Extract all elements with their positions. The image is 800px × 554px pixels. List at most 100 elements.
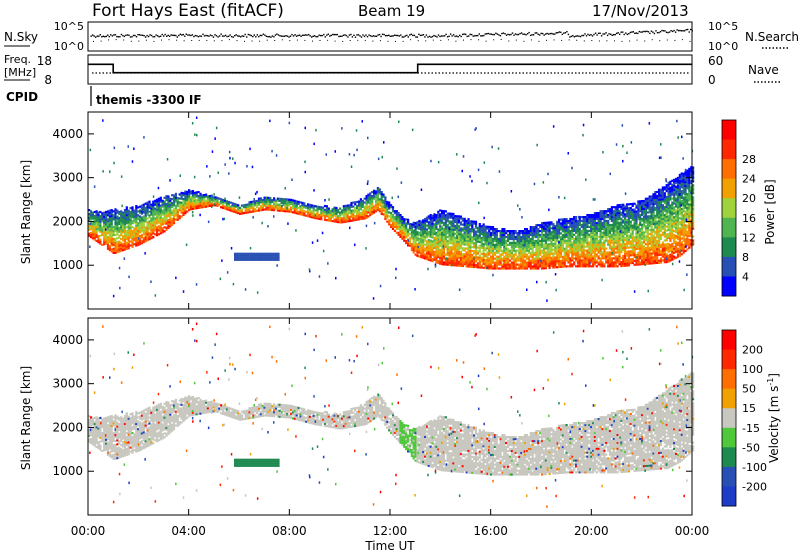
power-cell xyxy=(569,243,572,246)
noise-sky-point xyxy=(626,33,628,36)
power-cell xyxy=(456,242,459,245)
power-cell xyxy=(367,195,370,198)
power-cell xyxy=(473,260,476,263)
power-cell xyxy=(514,261,517,264)
power-cell xyxy=(172,194,176,197)
power-cell xyxy=(625,211,629,214)
power-cell xyxy=(488,235,491,238)
power-cell xyxy=(561,228,564,231)
power-cell xyxy=(452,228,455,231)
power-cell xyxy=(480,264,483,267)
power-cell xyxy=(612,227,615,230)
power-cell xyxy=(637,263,640,266)
power-cell xyxy=(641,243,644,246)
power-cell xyxy=(525,245,529,248)
power-cell xyxy=(118,218,121,221)
power-cell xyxy=(603,229,606,232)
power-cell xyxy=(488,241,491,244)
power-cell xyxy=(616,241,619,244)
power-cell xyxy=(608,259,612,262)
power-cell xyxy=(627,228,630,231)
power-cell xyxy=(339,217,342,220)
power-cell xyxy=(486,253,489,256)
power-cell xyxy=(106,232,110,235)
power-cell xyxy=(571,237,574,240)
power-cell xyxy=(186,198,189,201)
power-cell xyxy=(380,191,383,194)
power-cell xyxy=(441,255,444,258)
power-cell xyxy=(112,228,115,231)
power-cell xyxy=(373,207,376,210)
power-cell xyxy=(397,231,400,234)
power-cell xyxy=(108,219,111,222)
power-cell xyxy=(546,261,549,264)
power-cell xyxy=(505,257,508,260)
power-cell xyxy=(641,253,644,256)
power-cell xyxy=(420,226,423,229)
power-cell xyxy=(110,210,113,214)
noise-search-point xyxy=(115,39,117,41)
power-cell xyxy=(503,232,506,235)
power-cell xyxy=(582,259,585,262)
power-cell xyxy=(414,249,417,252)
power-cell xyxy=(250,206,253,209)
power-cell xyxy=(89,226,93,229)
power-cell xyxy=(431,242,434,245)
power-cell xyxy=(354,217,357,220)
power-cell xyxy=(580,259,583,262)
power-cell xyxy=(244,203,247,206)
noise-sky-point xyxy=(611,34,613,36)
power-cell xyxy=(388,211,391,214)
power-cell xyxy=(150,237,153,240)
noise-sky-point xyxy=(258,35,260,38)
power-cell xyxy=(559,265,563,268)
power-cell xyxy=(627,226,630,229)
power-cell xyxy=(546,249,549,252)
power-cell xyxy=(616,208,619,211)
noise-sky-point xyxy=(419,34,422,37)
power-cell xyxy=(154,213,157,216)
power-cell xyxy=(310,204,313,207)
power-cell xyxy=(505,247,508,250)
power-cell xyxy=(131,220,134,223)
power-cell xyxy=(633,259,636,262)
power-cell xyxy=(571,249,574,252)
power-cell xyxy=(401,219,404,223)
power-cell xyxy=(563,233,566,237)
power-cell xyxy=(133,209,136,212)
power-cell xyxy=(163,208,166,211)
noise-search-point xyxy=(100,40,102,42)
power-cell xyxy=(533,235,536,239)
power-cell xyxy=(386,220,389,223)
power-cell xyxy=(135,228,138,231)
noise-sky-point xyxy=(483,34,485,37)
power-cell xyxy=(637,237,640,240)
power-cell xyxy=(269,198,272,202)
power-cell xyxy=(508,249,512,252)
power-cell xyxy=(590,229,593,232)
power-cell xyxy=(433,258,436,261)
power-cell xyxy=(616,239,619,242)
power-cell xyxy=(457,231,461,234)
power-cell xyxy=(444,261,447,264)
power-cell xyxy=(567,243,570,246)
power-cell xyxy=(459,227,462,230)
power-cell xyxy=(303,212,306,215)
power-cell xyxy=(486,263,489,266)
power-cell xyxy=(408,223,412,226)
power-cell xyxy=(431,252,434,255)
power-cell xyxy=(371,210,374,213)
power-cell xyxy=(203,195,206,199)
noise-search-point xyxy=(93,40,94,42)
power-cell xyxy=(467,251,470,254)
power-cell xyxy=(467,226,470,229)
power-cell xyxy=(301,203,304,206)
noise-search-point xyxy=(651,39,653,41)
noise-search-point xyxy=(183,40,185,42)
power-cell xyxy=(575,247,578,250)
noise-sky-point xyxy=(327,33,329,35)
power-cell xyxy=(550,248,553,252)
power-cell xyxy=(214,198,217,201)
power-cell xyxy=(618,235,621,238)
power-cell xyxy=(565,245,568,248)
